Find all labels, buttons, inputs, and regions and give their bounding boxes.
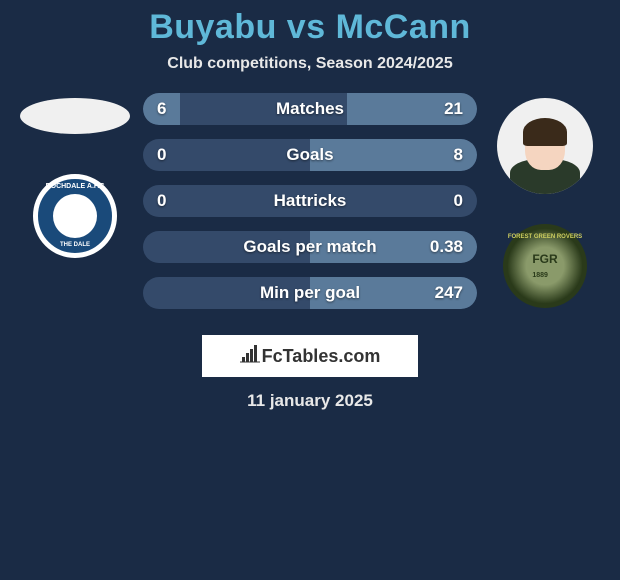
player1-column: ROCHDALE A.F.C THE DALE [15,93,135,258]
page-title: Buyabu vs McCann [0,8,620,47]
stat-label: Goals per match [143,237,477,257]
stat-label: Min per goal [143,283,477,303]
stat-row: Goals per match0.38 [143,231,477,263]
player2-column: FOREST GREEN ROVERS FGR1889 [485,93,605,308]
stat-row: 6Matches21 [143,93,477,125]
player1-club-badge: ROCHDALE A.F.C THE DALE [33,174,117,258]
content-row: ROCHDALE A.F.C THE DALE 6Matches210Goals… [0,93,620,323]
badge-text-bottom: THE DALE [38,242,112,248]
stats-panel: 6Matches210Goals80Hattricks0Goals per ma… [135,93,485,323]
player2-club-badge: FOREST GREEN ROVERS FGR1889 [503,224,587,308]
crest-icon: FGR1889 [532,252,557,280]
chart-icon [240,345,260,368]
badge-text-top: FOREST GREEN ROVERS [507,234,583,240]
stat-row: 0Goals8 [143,139,477,171]
player2-photo [497,98,593,194]
stat-value-right: 21 [444,99,463,119]
stat-row: Min per goal247 [143,277,477,309]
stat-label: Matches [143,99,477,119]
stat-label: Goals [143,145,477,165]
player1-photo [20,98,130,134]
comparison-card: Buyabu vs McCann Club competitions, Seas… [0,0,620,411]
badge-text-top: ROCHDALE A.F.C [38,183,112,190]
crest-icon [53,194,97,238]
branding-text: FcTables.com [262,346,381,367]
branding-logo[interactable]: FcTables.com [202,335,418,377]
stat-value-right: 247 [435,283,463,303]
stat-value-right: 0 [454,191,463,211]
stat-row: 0Hattricks0 [143,185,477,217]
stat-value-right: 0.38 [430,237,463,257]
date-label: 11 january 2025 [0,391,620,411]
stat-label: Hattricks [143,191,477,211]
stat-value-right: 8 [454,145,463,165]
subtitle: Club competitions, Season 2024/2025 [0,55,620,73]
